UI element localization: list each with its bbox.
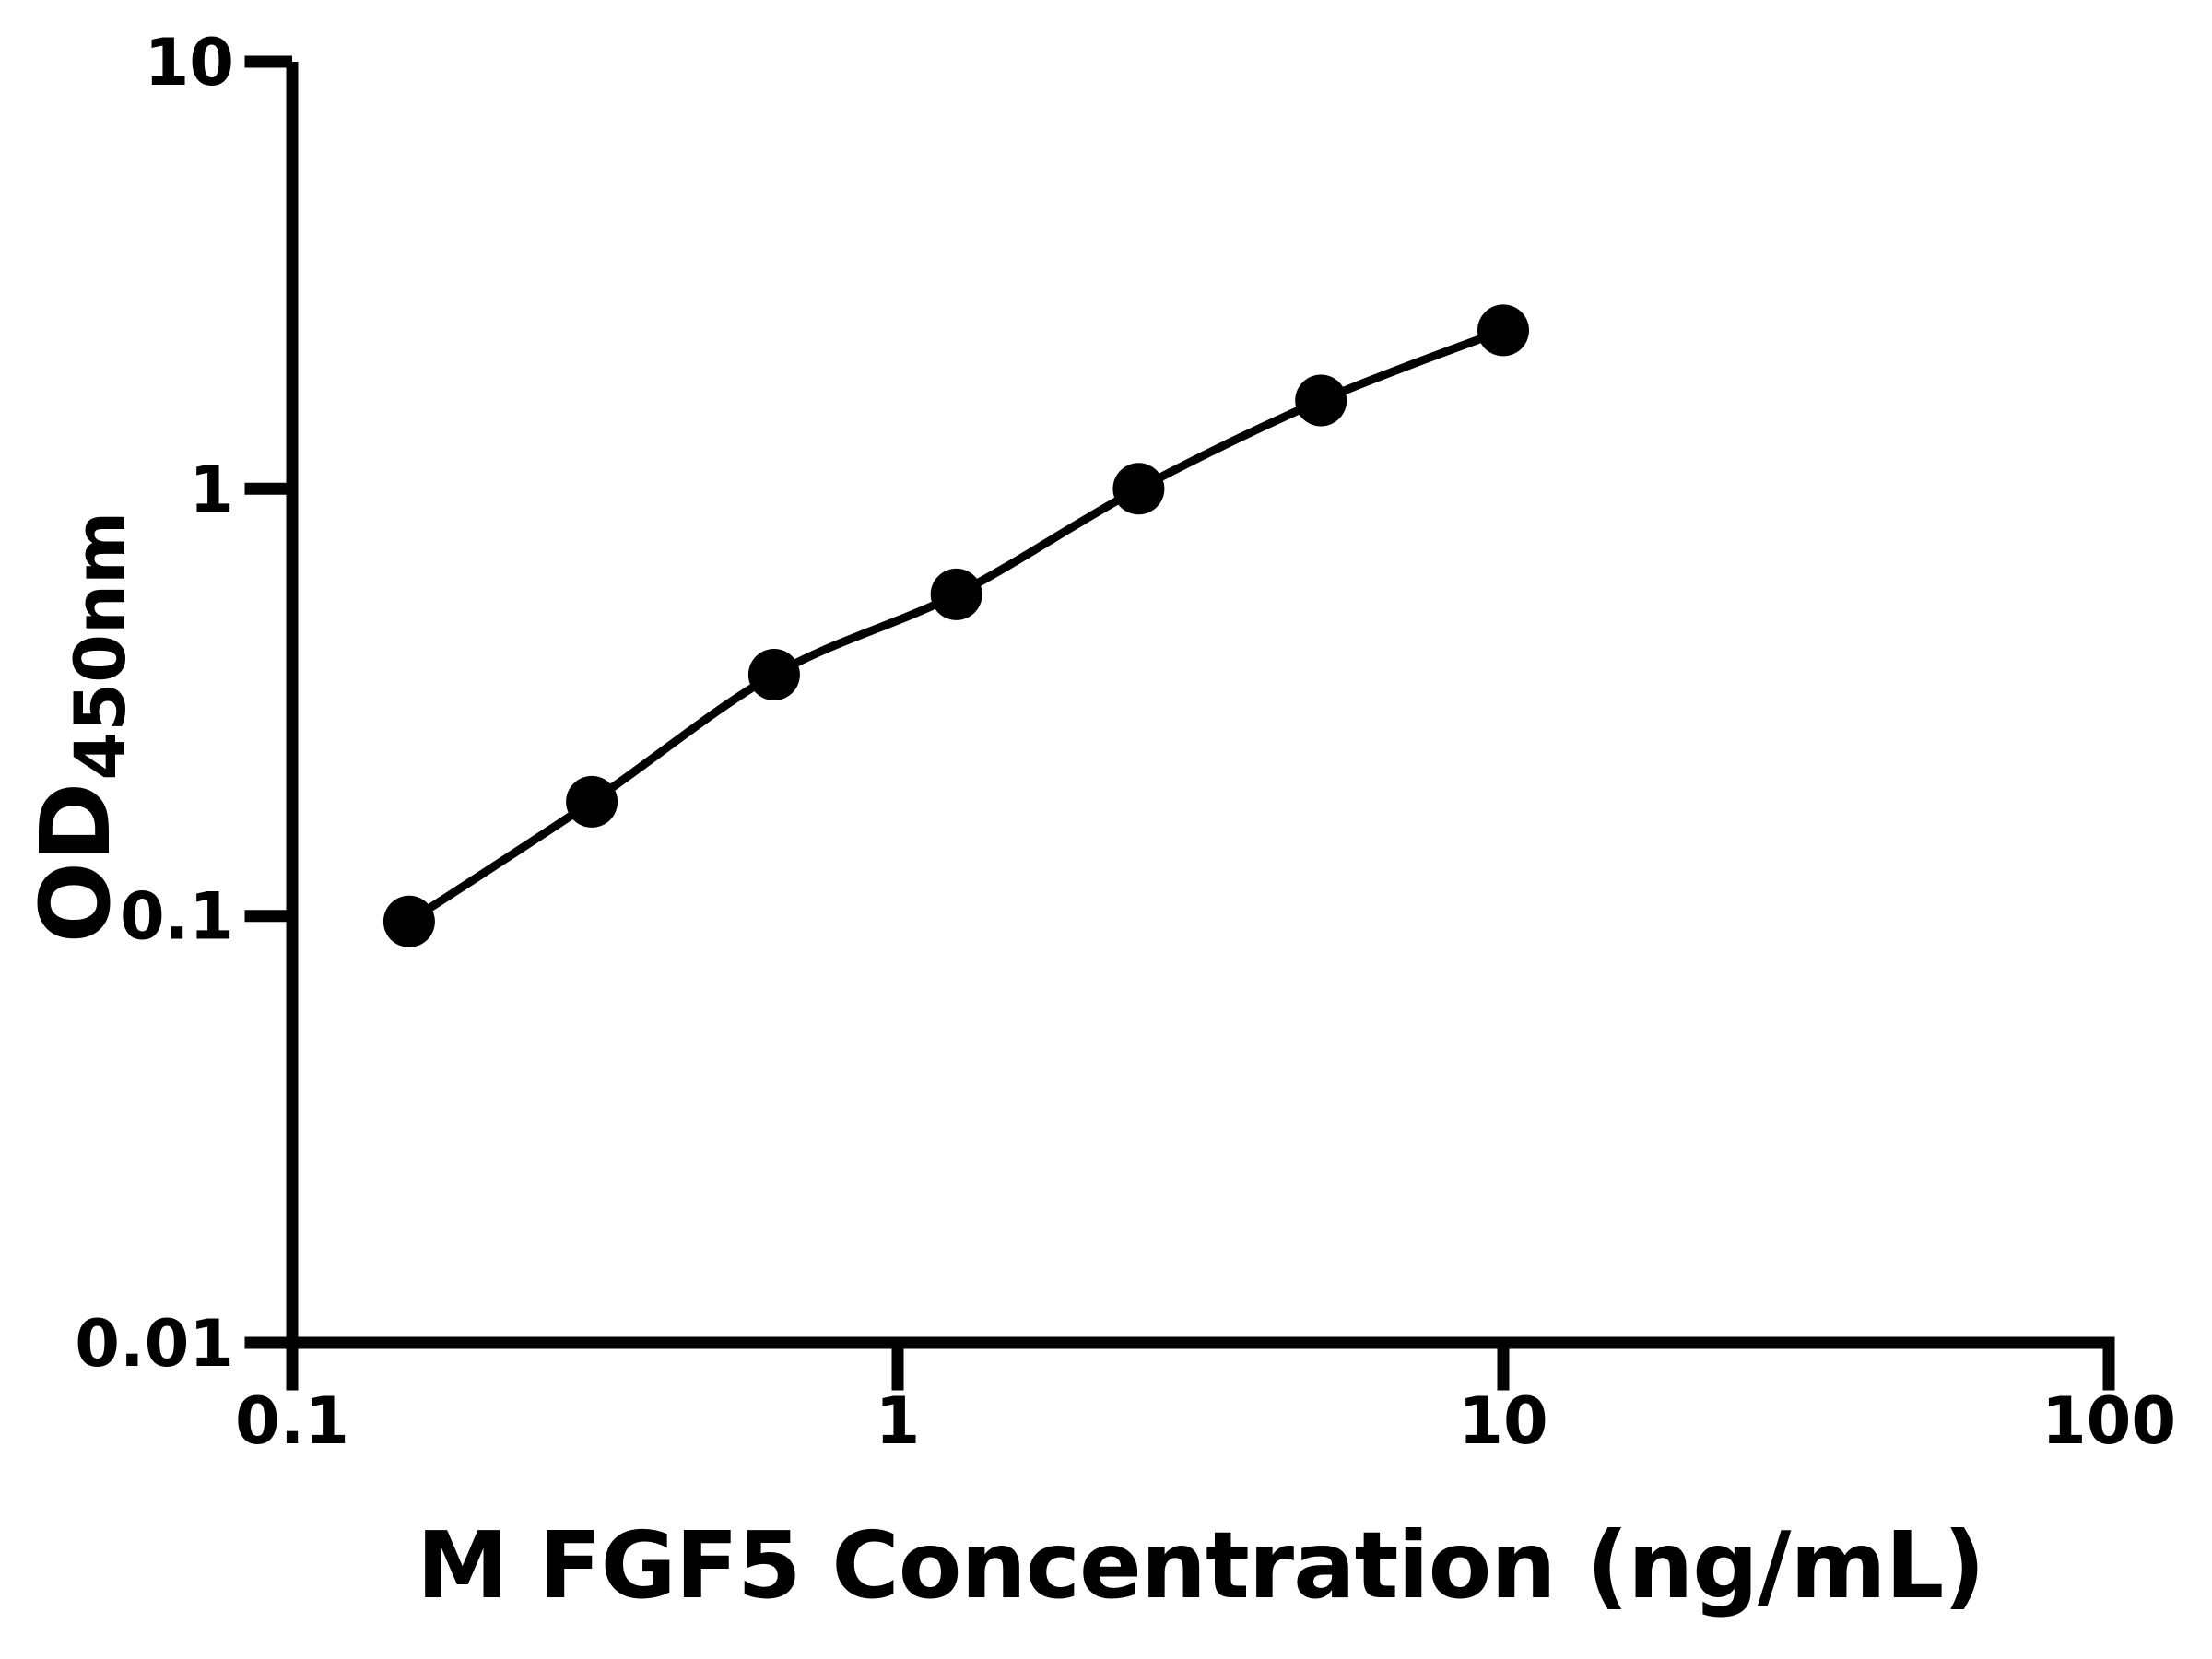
data-point (382, 895, 435, 947)
y-tick-label: 0.1 (120, 879, 234, 955)
x-tick-label: 100 (2041, 1383, 2176, 1459)
y-axis-title-subscript: 450nm (59, 511, 141, 781)
x-tick-label: 10 (1458, 1383, 1547, 1459)
standard-curve-line (406, 326, 1505, 925)
data-point (747, 649, 800, 700)
data-point (1295, 374, 1347, 427)
y-tick-label: 0.01 (75, 1306, 234, 1382)
data-point (1477, 304, 1529, 357)
x-tick-label: 1 (876, 1383, 921, 1459)
x-axis-title: M FGF5 Concentration (ng/mL) (416, 1512, 1985, 1619)
y-axis-title-main: OD (19, 782, 132, 944)
y-axis-title: OD450nm (19, 512, 141, 944)
data-point (1112, 463, 1165, 515)
data-point (930, 568, 982, 620)
y-tick-label: 1 (189, 452, 234, 527)
data-point (566, 775, 618, 828)
y-tick-label: 10 (145, 25, 234, 100)
x-tick-label: 0.1 (235, 1383, 349, 1459)
